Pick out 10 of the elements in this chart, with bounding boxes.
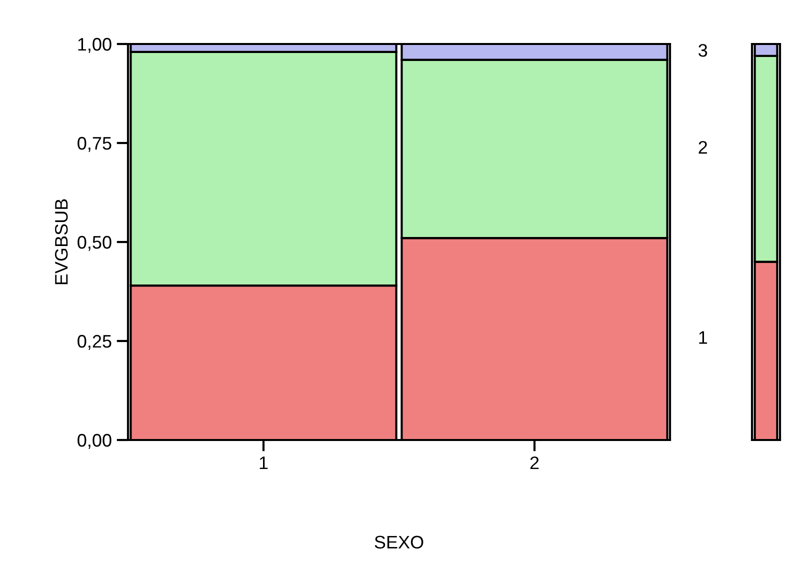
y-tick-label: 0,50 bbox=[78, 236, 112, 251]
x-axis-title: SEXO bbox=[374, 536, 424, 549]
y-tick-label: 0,75 bbox=[78, 136, 112, 152]
y-tick-label: 0,00 bbox=[78, 434, 112, 449]
y-tick-label: 0,25 bbox=[78, 334, 112, 350]
series-label: 1 bbox=[699, 331, 708, 344]
y-tick-label: 1,00 bbox=[78, 38, 112, 53]
series-label: 2 bbox=[698, 141, 707, 154]
y-axis-title: EVGBSUB bbox=[54, 199, 68, 284]
series-label: 3 bbox=[698, 44, 708, 57]
